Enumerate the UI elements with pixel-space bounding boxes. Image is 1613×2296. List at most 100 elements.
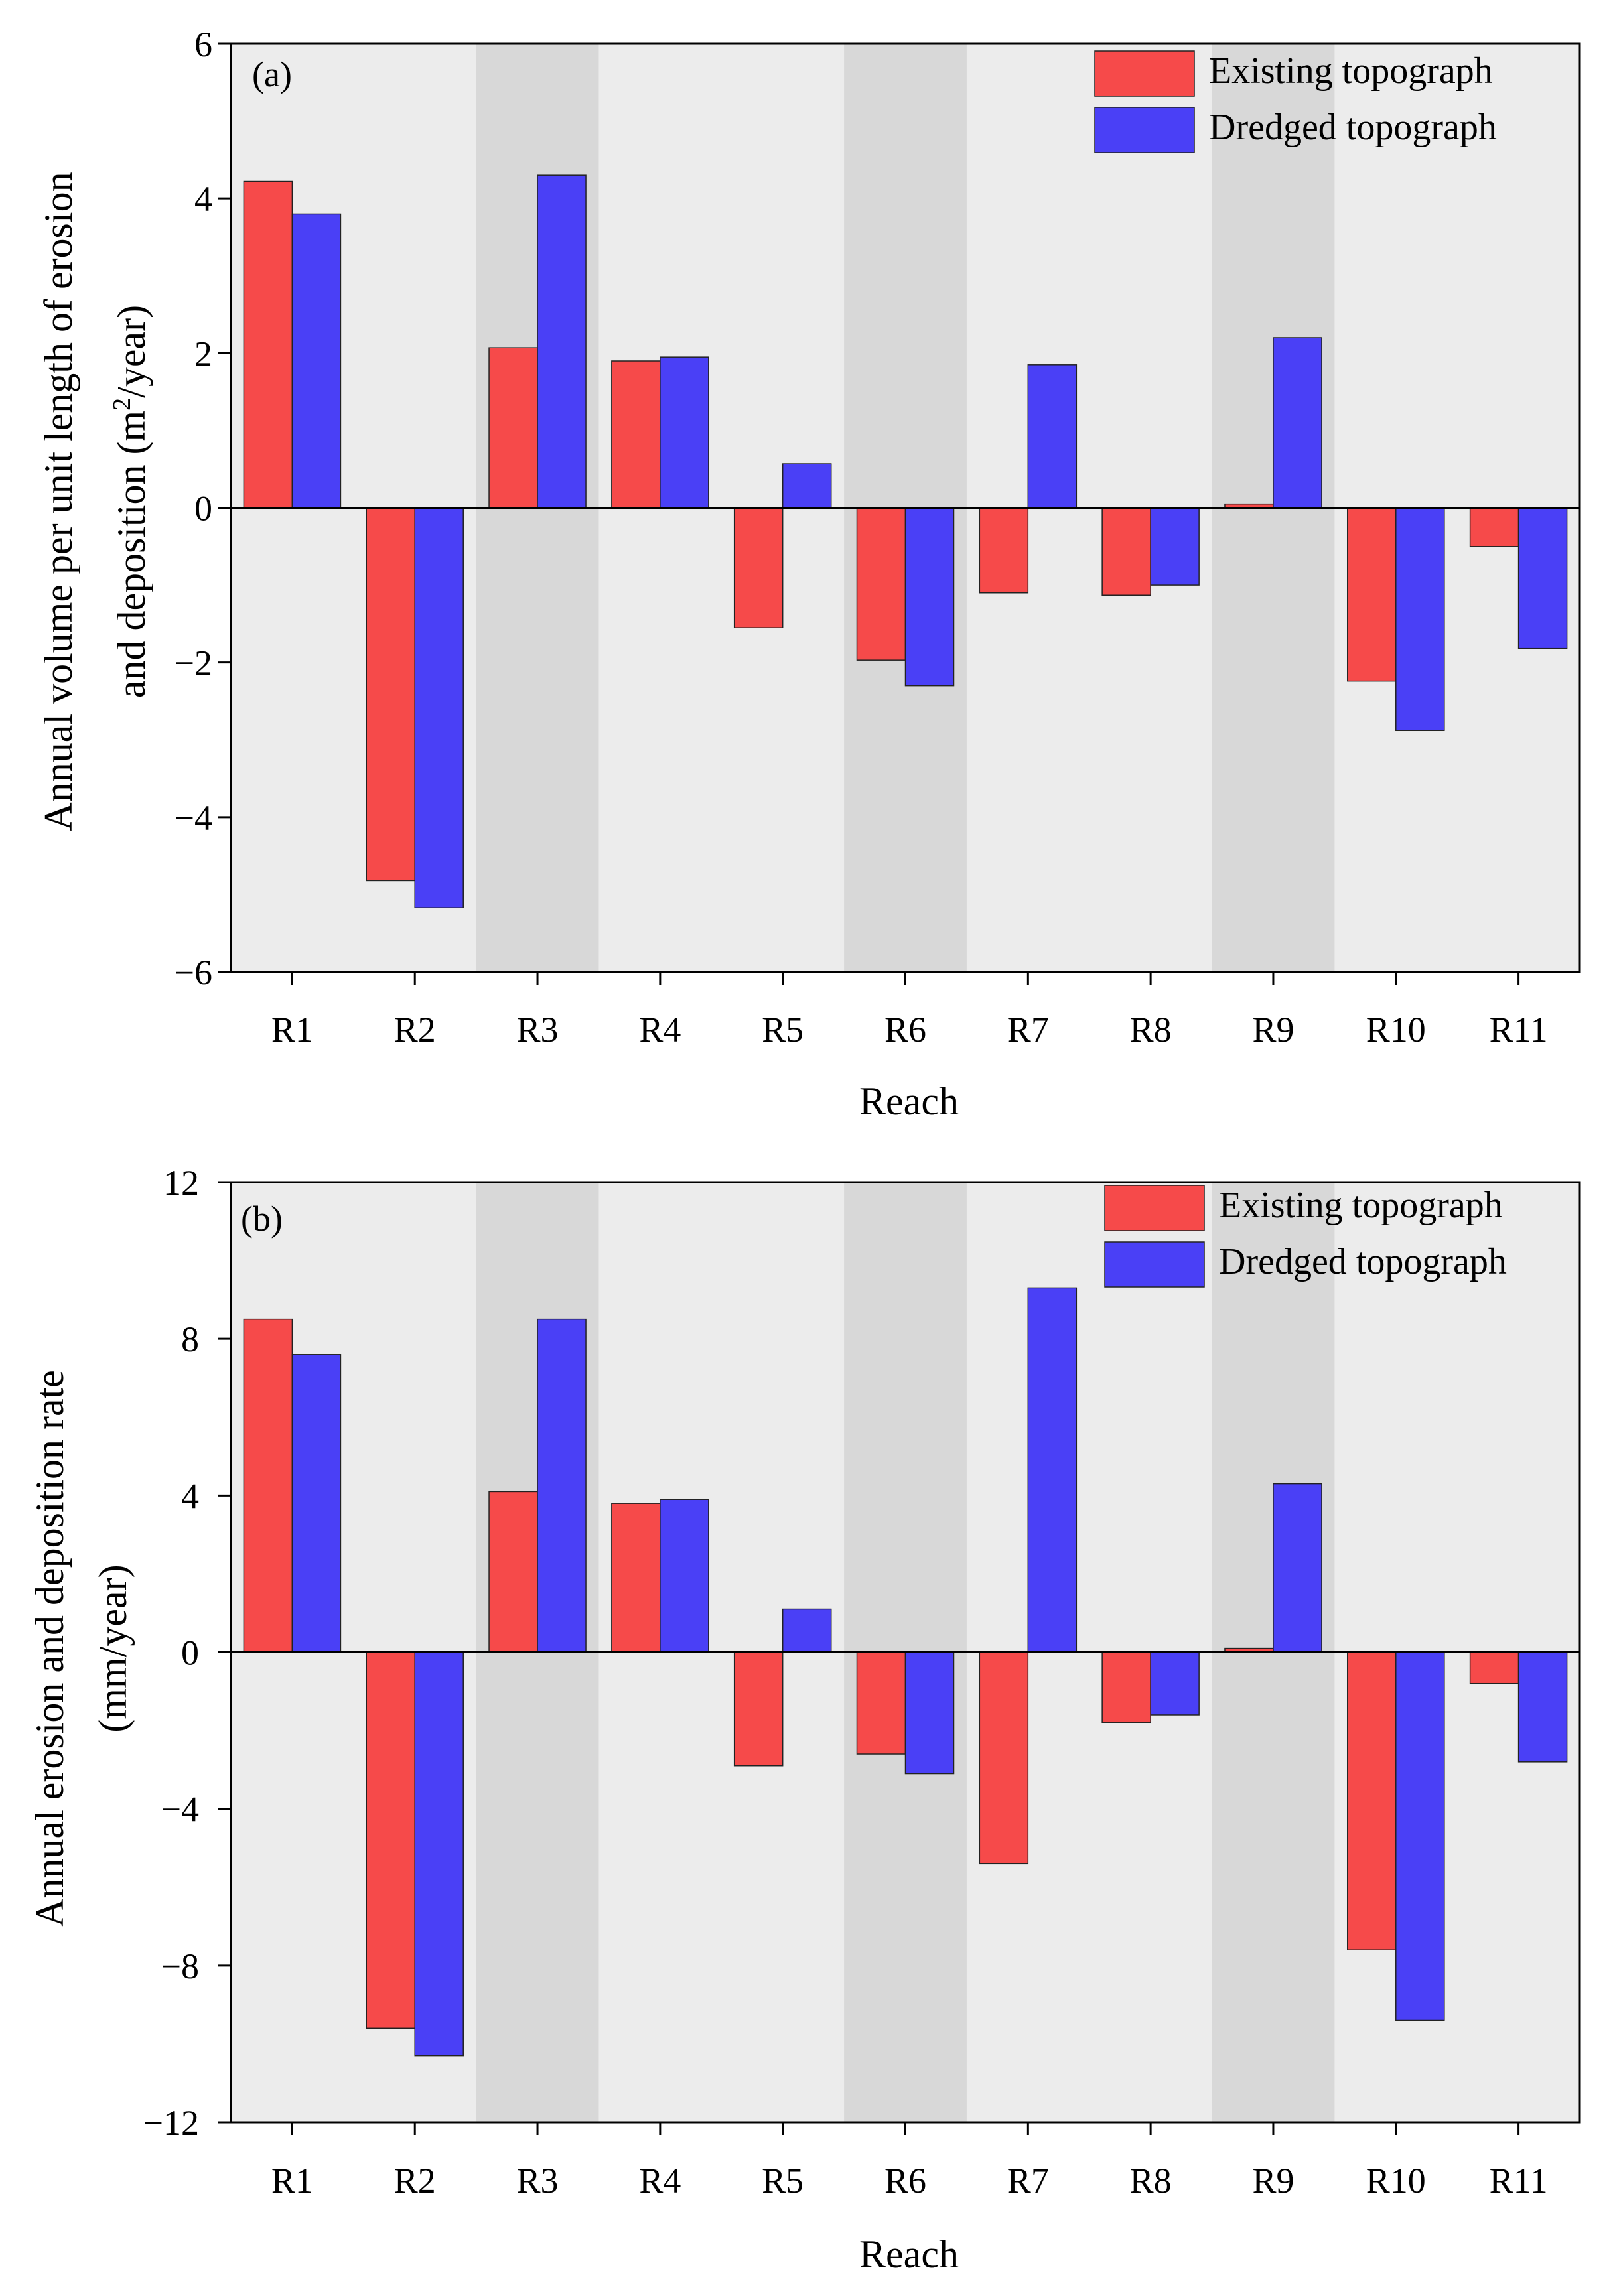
panel-a-y-tick-label: 2 xyxy=(194,334,212,373)
panel-a-bar-existing-r8 xyxy=(1101,507,1151,596)
panel-b-y-tick-label: −12 xyxy=(143,2103,199,2143)
panel-a-y-tick-label: −4 xyxy=(175,798,212,838)
panel-b-bar-dredged-r4 xyxy=(660,1499,709,1653)
panel-b-bar-dredged-r5 xyxy=(782,1608,832,1653)
panel-a-bar-existing-r10 xyxy=(1347,507,1397,682)
panel-a-x-axis-title: Reach xyxy=(859,1079,959,1123)
panel-b-bar-existing-r2 xyxy=(366,1651,415,2029)
panel-a-y-tick-label: 0 xyxy=(194,489,212,529)
panel-a-bar-dredged-r9 xyxy=(1273,337,1322,509)
panel-a-x-tick-label-r5: R5 xyxy=(762,1010,804,1049)
panel-b-bar-existing-r8 xyxy=(1101,1651,1151,1723)
panel-a-x-tick-label-r1: R1 xyxy=(271,1010,313,1049)
panel-b-x-tick-label-r6: R6 xyxy=(884,2161,926,2200)
panel-a-x-tick-label-r11: R11 xyxy=(1490,1010,1548,1049)
panel-b-bar-dredged-r9 xyxy=(1273,1483,1322,1653)
panel-a-bar-existing-r11 xyxy=(1469,507,1519,547)
panel-a-legend-label-dredged: Dredged topograph xyxy=(1209,107,1497,148)
panel-b-bar-existing-r3 xyxy=(488,1491,538,1653)
panel-b-x-tick-label-r7: R7 xyxy=(1007,2161,1049,2200)
panel-a-y-tick-label: −6 xyxy=(175,953,212,992)
panel-b-bar-dredged-r3 xyxy=(537,1318,587,1653)
panel-b-legend-swatch-dredged xyxy=(1104,1241,1205,1288)
panel-b-bar-dredged-r6 xyxy=(904,1651,955,1775)
panel-a-bar-existing-r1 xyxy=(243,180,293,509)
panel-a-legend-swatch-dredged xyxy=(1094,107,1195,153)
panel-b-y-tick-label: −4 xyxy=(161,1790,199,1830)
panel-a-x-tick-label-r8: R8 xyxy=(1130,1010,1172,1049)
panel-a-y-axis-title-line2: and deposition (m2/year) xyxy=(108,305,153,698)
panel-a-x-tick-label-r2: R2 xyxy=(394,1010,436,1049)
panel-a-bar-existing-r4 xyxy=(611,360,661,509)
panel-a-bar-dredged-r2 xyxy=(414,507,464,908)
panel-a-y-tick-label: 4 xyxy=(194,179,212,219)
panel-b-bar-existing-r6 xyxy=(856,1651,906,1755)
panel-b-x-axis-title: Reach xyxy=(859,2232,959,2276)
panel-b-y-tick-label: 8 xyxy=(181,1319,199,1359)
panel-b-x-tick-label-r11: R11 xyxy=(1490,2161,1548,2200)
chart-panel-b: 12 8 4 0 −4 −8 −12 R1 R2 R3 R4 R5 R6 R7 R8 R9 R10 R11 Exis… xyxy=(28,1163,1581,2276)
panel-b-y-axis-title-line2: (mm/year) xyxy=(91,1564,135,1732)
panel-b-y-tick-label: 0 xyxy=(181,1633,199,1673)
panel-a-legend-label-existing: Existing topograph xyxy=(1209,50,1493,92)
panel-a-bar-dredged-r11 xyxy=(1517,507,1568,649)
panel-b-bar-existing-r1 xyxy=(243,1318,293,1653)
panel-a-bar-dredged-r8 xyxy=(1150,507,1200,586)
panel-b-label: (b) xyxy=(241,1199,283,1239)
panel-a-x-tick-label-r10: R10 xyxy=(1366,1010,1426,1049)
panel-a-bar-existing-r2 xyxy=(366,507,415,882)
panel-b-bar-existing-r11 xyxy=(1469,1651,1519,1684)
panel-a-y-axis-title-prefix: and deposition (m xyxy=(109,411,153,698)
panel-b-y-tick-label: 12 xyxy=(163,1163,199,1203)
panel-b-x-tick-label-r1: R1 xyxy=(271,2161,313,2200)
panel-b-y-tick-label: −8 xyxy=(161,1946,199,1986)
panel-a-x-tick-label-r7: R7 xyxy=(1007,1010,1049,1049)
panel-a-x-tick-label-r6: R6 xyxy=(884,1010,926,1049)
panel-b-bar-existing-r7 xyxy=(979,1651,1029,1865)
panel-b-x-tick-label-r10: R10 xyxy=(1366,2161,1426,2200)
panel-a-y-axis-title-superscript: 2 xyxy=(108,398,136,411)
panel-a-x-tick-label-r3: R3 xyxy=(517,1010,559,1049)
panel-a-bar-dredged-r4 xyxy=(660,356,709,509)
panel-a-bar-existing-r3 xyxy=(488,347,538,509)
panel-b-bar-existing-r4 xyxy=(611,1503,661,1653)
panel-b-bar-existing-r5 xyxy=(733,1651,784,1767)
panel-b-x-tick-label-r3: R3 xyxy=(517,2161,559,2200)
panel-b-bar-dredged-r10 xyxy=(1395,1651,1445,2021)
panel-a-legend-swatch-existing xyxy=(1094,50,1195,97)
panel-b-bar-existing-r10 xyxy=(1347,1651,1397,1950)
panel-a-x-tick-label-r4: R4 xyxy=(639,1010,681,1049)
panel-b-y-tick-label: 4 xyxy=(181,1476,199,1516)
panel-a-y-tick-label: 6 xyxy=(194,25,212,64)
panel-a-bar-dredged-r6 xyxy=(904,507,955,687)
panel-a-bar-existing-r7 xyxy=(979,507,1029,594)
panel-b-x-tick-label-r2: R2 xyxy=(394,2161,436,2200)
panel-a-y-axis-title-suffix: /year) xyxy=(109,305,153,398)
panel-b-bar-dredged-r7 xyxy=(1027,1287,1078,1653)
panel-a-bar-existing-r5 xyxy=(733,507,784,628)
panel-b-x-tick-label-r9: R9 xyxy=(1252,2161,1294,2200)
panel-b-x-tick-label-r8: R8 xyxy=(1130,2161,1172,2200)
panel-a-bar-existing-r6 xyxy=(856,507,906,661)
panel-b-x-tick-label-r5: R5 xyxy=(762,2161,804,2200)
panel-a-y-tick-label: −2 xyxy=(175,643,212,683)
panel-b-bar-dredged-r2 xyxy=(414,1651,464,2057)
panel-b-x-tick-label-r4: R4 xyxy=(639,2161,681,2200)
panel-a-label: (a) xyxy=(252,54,292,94)
panel-a-y-axis-title-line1: Annual volume per unit length of erosion xyxy=(36,172,80,831)
panel-b-legend-swatch-existing xyxy=(1104,1185,1205,1231)
panel-b-y-axis-title-line1: Annual erosion and deposition rate xyxy=(28,1370,72,1927)
panel-b-bar-dredged-r8 xyxy=(1150,1651,1200,1716)
chart-panel-a: 6 4 2 0 −2 −4 −6 R1 R2 R3 R4 R5 R6 R7 R8 R9 R10 R11 Existi… xyxy=(36,25,1581,1123)
panel-a-x-tick-label-r9: R9 xyxy=(1252,1010,1294,1049)
panel-b-bar-dredged-r1 xyxy=(291,1354,342,1653)
panel-a-bar-dredged-r5 xyxy=(782,463,832,509)
panel-b-legend-label-existing: Existing topograph xyxy=(1219,1185,1503,1226)
panel-b-bar-dredged-r11 xyxy=(1517,1651,1568,1763)
panel-a-bar-dredged-r3 xyxy=(537,174,587,509)
panel-a-bar-dredged-r7 xyxy=(1027,364,1078,509)
panel-b-legend-label-dredged: Dredged topograph xyxy=(1219,1241,1507,1282)
panel-a-bar-dredged-r10 xyxy=(1395,507,1445,732)
panel-a-bar-dredged-r1 xyxy=(291,213,342,509)
